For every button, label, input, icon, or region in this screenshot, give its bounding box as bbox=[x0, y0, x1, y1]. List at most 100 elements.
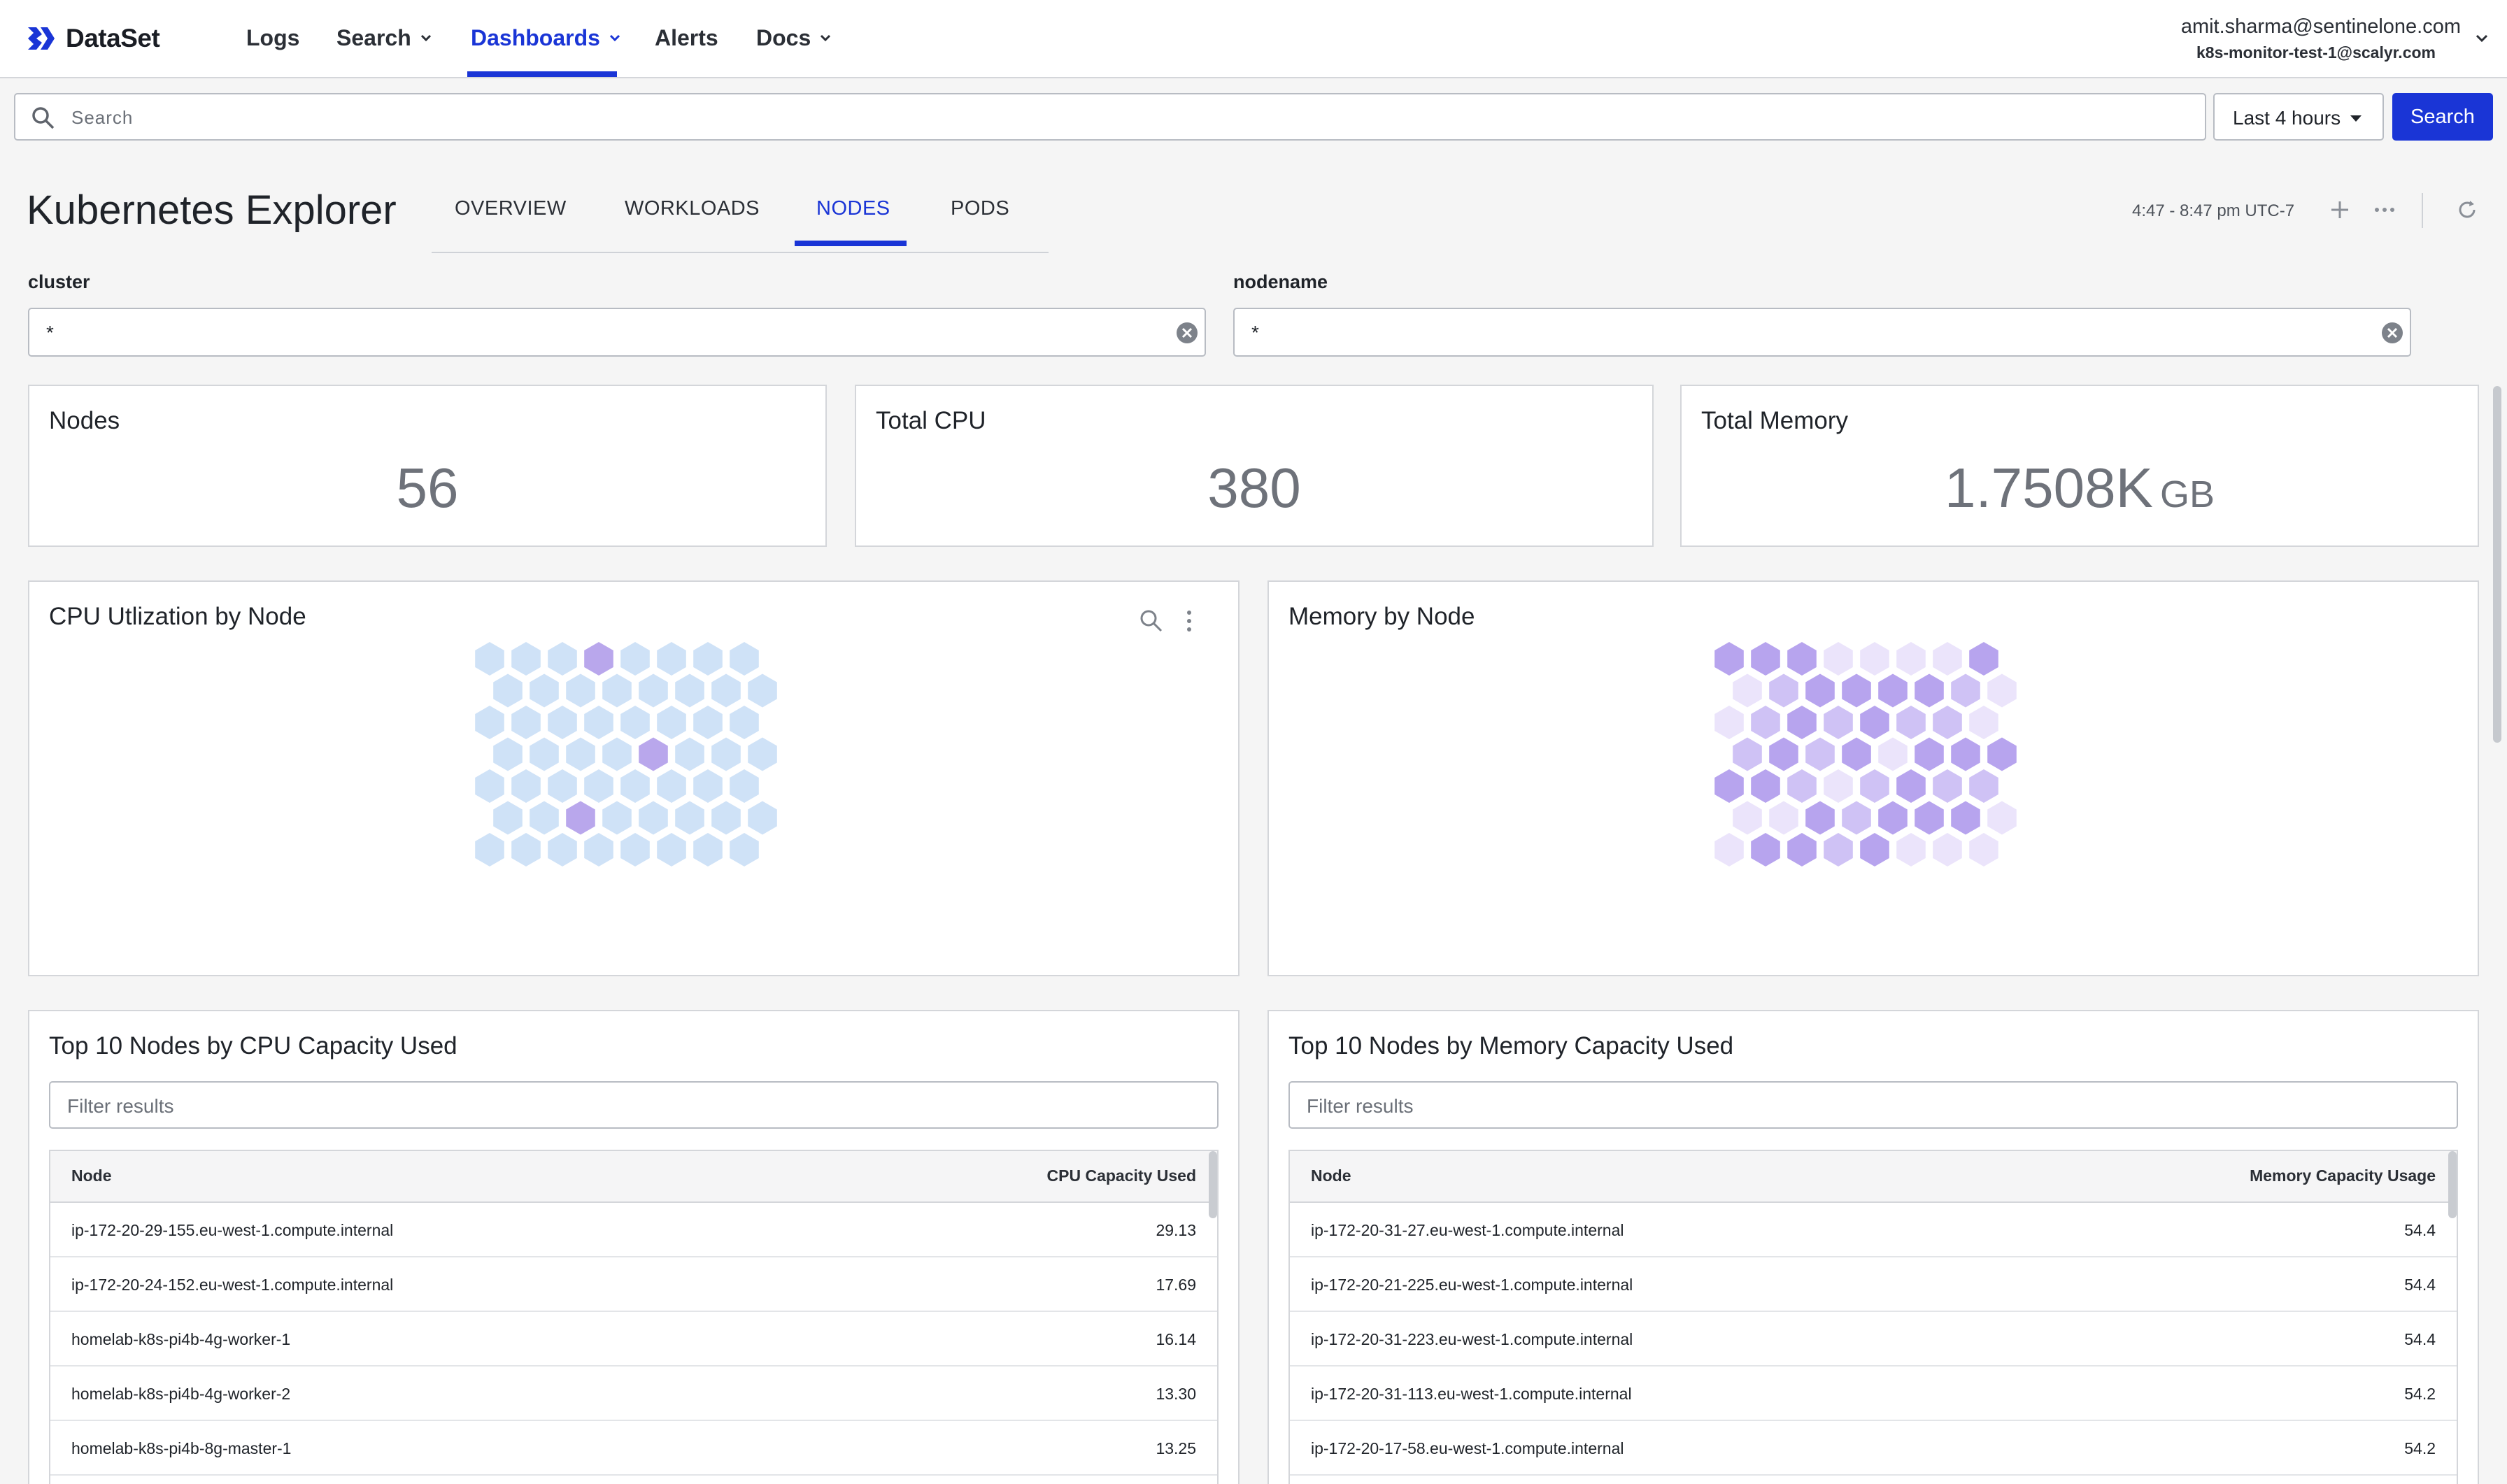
node-hexagon[interactable] bbox=[1824, 706, 1853, 739]
node-hexagon[interactable] bbox=[657, 833, 686, 866]
column-header-node[interactable]: Node bbox=[1311, 1166, 1351, 1185]
node-hexagon[interactable] bbox=[548, 833, 577, 866]
node-hexagon[interactable] bbox=[657, 706, 686, 739]
tab-pods[interactable]: PODS bbox=[951, 197, 1010, 220]
node-hexagon[interactable] bbox=[1933, 769, 1962, 803]
node-hexagon[interactable] bbox=[475, 642, 504, 676]
node-hexagon[interactable] bbox=[675, 737, 704, 771]
node-hexagon[interactable] bbox=[1751, 833, 1780, 866]
node-hexagon[interactable] bbox=[584, 833, 613, 866]
dashboard-time-range[interactable]: 4:47 - 8:47 pm UTC-7 bbox=[2132, 201, 2295, 220]
node-hexagon[interactable] bbox=[548, 769, 577, 803]
table-row[interactable]: ip-172-20-29-155.eu-west-1.compute.inter… bbox=[50, 1203, 1217, 1257]
node-hexagon[interactable] bbox=[511, 769, 541, 803]
clear-icon[interactable] bbox=[2380, 321, 2404, 345]
table-row[interactable]: ip-172-20-31-27.eu-west-1.compute.intern… bbox=[1290, 1203, 2457, 1257]
node-hexagon[interactable] bbox=[548, 642, 577, 676]
filter-results-input[interactable]: Filter results bbox=[49, 1081, 1219, 1129]
search-icon[interactable] bbox=[1137, 607, 1165, 635]
node-hexagon[interactable] bbox=[1878, 673, 1908, 708]
node-hexagon[interactable] bbox=[1787, 769, 1817, 803]
node-hexagon[interactable] bbox=[1769, 737, 1798, 771]
node-hexagon[interactable] bbox=[1969, 642, 1998, 676]
node-hexagon[interactable] bbox=[1860, 769, 1889, 803]
tab-nodes[interactable]: NODES bbox=[816, 197, 890, 220]
node-hexagon[interactable] bbox=[675, 801, 704, 835]
node-hexagon[interactable] bbox=[730, 833, 759, 866]
node-hexagon[interactable] bbox=[1969, 706, 1998, 739]
filter-results-input[interactable]: Filter results bbox=[1288, 1081, 2458, 1129]
node-hexagon[interactable] bbox=[1751, 642, 1780, 676]
node-hexagon[interactable] bbox=[1987, 737, 2017, 771]
table-row[interactable]: homelab-k8s-pi4b-4g-worker-1 16.14 bbox=[50, 1312, 1217, 1367]
table-row[interactable]: ip-172-20-21-225.eu-west-1.compute.inter… bbox=[1290, 1257, 2457, 1312]
node-hexagon[interactable] bbox=[530, 673, 559, 708]
node-hexagon[interactable] bbox=[1805, 737, 1835, 771]
table-scrollbar[interactable] bbox=[2448, 1151, 2457, 1218]
node-hexagon[interactable] bbox=[1933, 706, 1962, 739]
node-hexagon[interactable] bbox=[602, 673, 632, 708]
node-hexagon[interactable] bbox=[548, 706, 577, 739]
node-hexagon[interactable] bbox=[1842, 801, 1871, 835]
node-hexagon[interactable] bbox=[1714, 642, 1744, 676]
table-row[interactable]: ip-172-20-31-223.eu-west-1.compute.inter… bbox=[1290, 1312, 2457, 1367]
node-hexagon[interactable] bbox=[1733, 801, 1762, 835]
node-hexagon[interactable] bbox=[511, 833, 541, 866]
column-header-node[interactable]: Node bbox=[71, 1166, 112, 1185]
node-hexagon[interactable] bbox=[584, 706, 613, 739]
table-row[interactable]: ip-172-20-24-152.eu-west-1.compute.inter… bbox=[50, 1257, 1217, 1312]
node-hexagon[interactable] bbox=[584, 769, 613, 803]
node-hexagon[interactable] bbox=[620, 706, 650, 739]
node-hexagon[interactable] bbox=[566, 673, 595, 708]
nodename-filter-input[interactable]: * bbox=[1233, 308, 2411, 357]
user-menu-chevron-icon[interactable] bbox=[2475, 34, 2489, 43]
node-hexagon[interactable] bbox=[475, 833, 504, 866]
node-hexagon[interactable] bbox=[511, 706, 541, 739]
node-hexagon[interactable] bbox=[493, 673, 523, 708]
node-hexagon[interactable] bbox=[1787, 833, 1817, 866]
node-hexagon[interactable] bbox=[1896, 833, 1926, 866]
node-hexagon[interactable] bbox=[584, 642, 613, 676]
node-hexagon[interactable] bbox=[1714, 769, 1744, 803]
node-hexagon[interactable] bbox=[493, 801, 523, 835]
node-hexagon[interactable] bbox=[675, 673, 704, 708]
node-hexagon[interactable] bbox=[1915, 673, 1944, 708]
search-input[interactable]: Search bbox=[14, 93, 2206, 141]
node-hexagon[interactable] bbox=[1714, 833, 1744, 866]
node-hexagon[interactable] bbox=[639, 673, 668, 708]
node-hexagon[interactable] bbox=[511, 642, 541, 676]
node-hexagon[interactable] bbox=[1987, 673, 2017, 708]
node-hexagon[interactable] bbox=[1769, 801, 1798, 835]
node-hexagon[interactable] bbox=[1842, 673, 1871, 708]
node-hexagon[interactable] bbox=[1824, 642, 1853, 676]
nav-search[interactable]: Search bbox=[336, 24, 432, 52]
tab-overview[interactable]: OVERVIEW bbox=[455, 197, 567, 220]
node-hexagon[interactable] bbox=[1878, 801, 1908, 835]
node-hexagon[interactable] bbox=[530, 737, 559, 771]
nav-logs[interactable]: Logs bbox=[246, 24, 299, 52]
tab-workloads[interactable]: WORKLOADS bbox=[625, 197, 760, 220]
time-range-dropdown[interactable]: Last 4 hours bbox=[2213, 93, 2384, 141]
node-hexagon[interactable] bbox=[639, 801, 668, 835]
node-hexagon[interactable] bbox=[1787, 706, 1817, 739]
node-hexagon[interactable] bbox=[1969, 833, 1998, 866]
refresh-icon[interactable] bbox=[2455, 198, 2479, 222]
node-hexagon[interactable] bbox=[620, 833, 650, 866]
node-hexagon[interactable] bbox=[1969, 769, 1998, 803]
node-hexagon[interactable] bbox=[1805, 673, 1835, 708]
table-row[interactable]: ip-172-20-31-113.eu-west-1.compute.inter… bbox=[1290, 1367, 2457, 1421]
nav-docs[interactable]: Docs bbox=[756, 24, 832, 52]
table-row[interactable]: homelab-k8s-pi4b-8g-master-1 13.25 bbox=[50, 1421, 1217, 1476]
dataset-logo[interactable]: DataSet bbox=[27, 24, 160, 53]
node-hexagon[interactable] bbox=[1860, 642, 1889, 676]
node-hexagon[interactable] bbox=[1805, 801, 1835, 835]
node-hexagon[interactable] bbox=[475, 706, 504, 739]
node-hexagon[interactable] bbox=[1896, 769, 1926, 803]
node-hexagon[interactable] bbox=[1769, 673, 1798, 708]
user-email[interactable]: amit.sharma@sentinelone.com bbox=[2180, 15, 2461, 38]
node-hexagon[interactable] bbox=[693, 642, 723, 676]
node-hexagon[interactable] bbox=[1860, 706, 1889, 739]
node-hexagon[interactable] bbox=[1915, 737, 1944, 771]
node-hexagon[interactable] bbox=[1951, 673, 1980, 708]
node-hexagon[interactable] bbox=[1842, 737, 1871, 771]
